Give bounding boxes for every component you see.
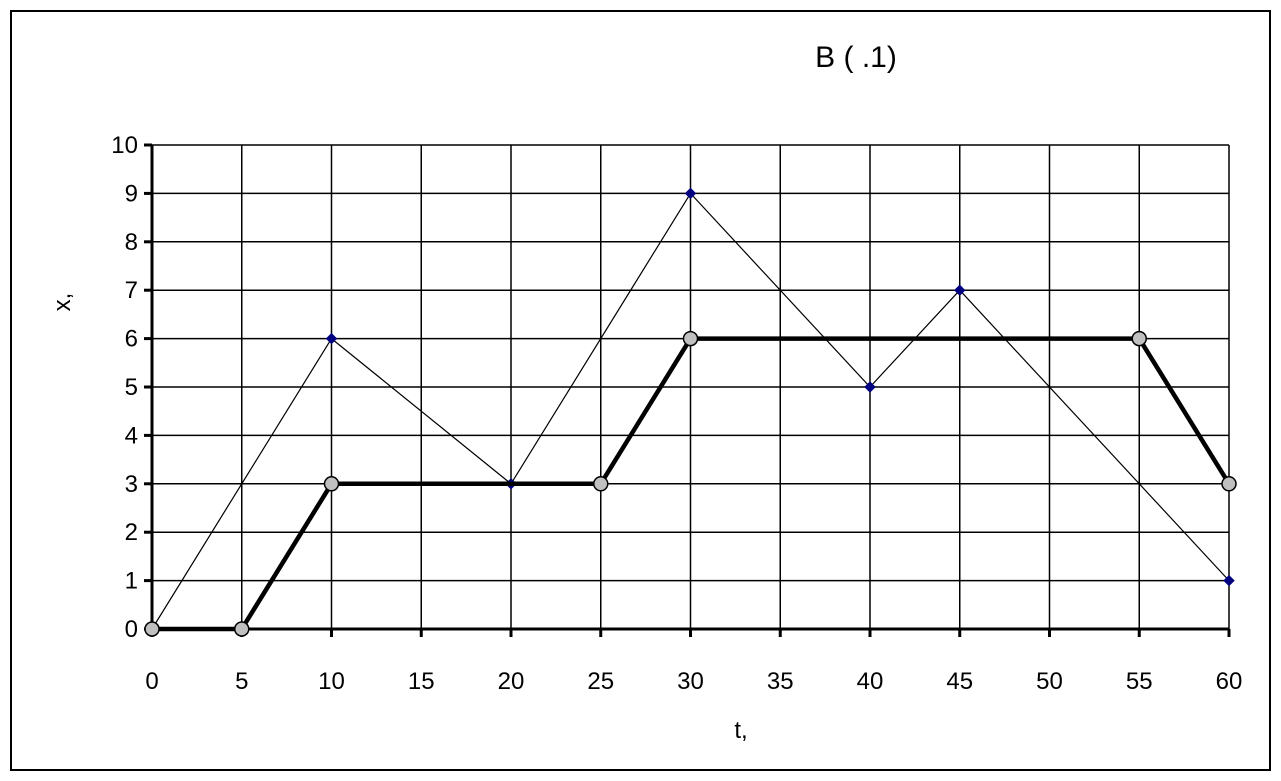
data-point-circle [323, 476, 340, 492]
x-axis-title: t, [734, 717, 747, 744]
series [144, 187, 1237, 637]
series-1 [146, 187, 1235, 635]
y-tick-label: 10 [111, 132, 138, 159]
y-tick-label: 2 [125, 519, 138, 546]
x-tick-label: 45 [946, 668, 973, 695]
data-point-circle [234, 621, 250, 637]
y-tick-label: 1 [125, 568, 138, 595]
x-tick-label: 30 [677, 668, 704, 695]
x-tick-label: 55 [1126, 668, 1153, 695]
y-tick-label: 8 [125, 229, 138, 256]
y-tick-label: 9 [125, 180, 138, 207]
x-tick-label: 35 [767, 668, 794, 695]
data-point-diamond [684, 187, 697, 200]
y-tick-label: 5 [125, 374, 138, 401]
x-tick-label: 0 [145, 668, 158, 695]
data-point-circle [593, 476, 609, 492]
x-tick-label: 50 [1036, 668, 1063, 695]
y-axis-title: x, [49, 293, 76, 312]
y-tick-label: 3 [125, 471, 138, 498]
y-tick-label: 7 [125, 277, 138, 304]
x-tick-label: 20 [498, 668, 525, 695]
data-point-circle [682, 330, 699, 347]
x-tick-label: 10 [318, 668, 345, 695]
y-tick-label: 4 [125, 422, 138, 449]
x-tick-label: 40 [857, 668, 884, 695]
x-tick-label: 5 [235, 668, 248, 695]
data-point-circle [1131, 330, 1147, 347]
data-point-circle [1221, 476, 1237, 492]
data-point-diamond [954, 284, 966, 296]
data-point-circle [144, 621, 160, 637]
x-tick-label: 25 [587, 668, 614, 695]
y-tick-label: 0 [125, 616, 138, 643]
series-2 [144, 330, 1237, 637]
data-point-diamond [1223, 574, 1235, 587]
x-tick-label: 15 [408, 668, 435, 695]
y-tick-label: 6 [125, 326, 138, 353]
x-tick-label: 60 [1216, 668, 1243, 695]
data-point-diamond [325, 332, 338, 345]
data-point-diamond [864, 381, 876, 393]
chart-title: B ( .1) [815, 41, 897, 74]
chart-area-border [10, 10, 1271, 771]
